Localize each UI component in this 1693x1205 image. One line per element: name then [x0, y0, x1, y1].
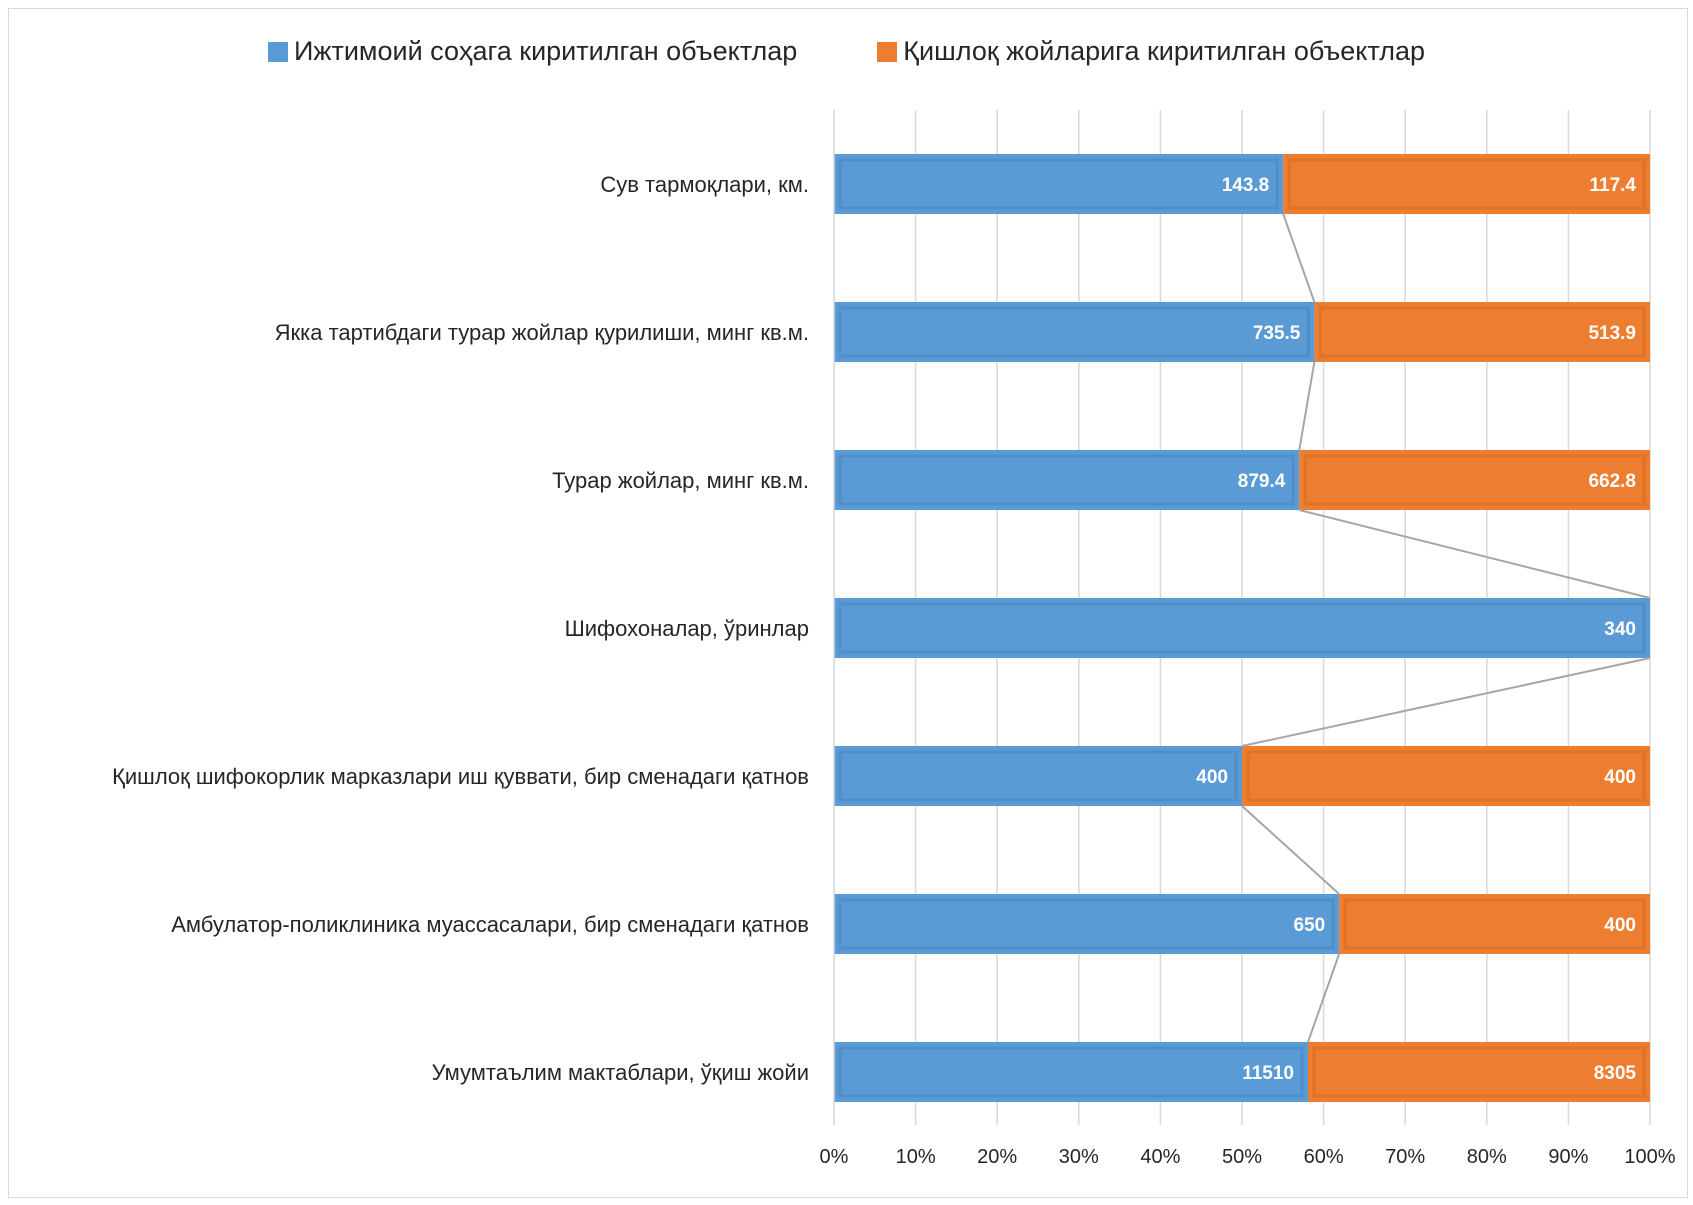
x-tick-label: 20%	[977, 1146, 1017, 1168]
bar-segment-rural	[1242, 746, 1650, 806]
legend-item-rural: Қишлоқ жойларига киритилган объектлар	[877, 36, 1425, 67]
bar-segment-social	[834, 154, 1284, 214]
series-line	[1241, 657, 1651, 747]
series-line	[1307, 953, 1341, 1043]
bar-inner-border-social	[838, 306, 1310, 358]
category-label: Сув тармоқлари, км.	[600, 172, 809, 197]
data-label-rural: 8305	[1594, 1063, 1637, 1084]
bar-segment-rural	[1314, 302, 1650, 362]
bar-inner-border-social	[838, 750, 1238, 802]
bar-segment-rural	[1283, 154, 1650, 214]
series-line	[1298, 361, 1316, 451]
series-line	[1282, 213, 1316, 303]
bar-inner-border-social	[838, 1046, 1304, 1098]
data-label-social: 11510	[1242, 1063, 1294, 1084]
bar-inner-border-rural	[1303, 454, 1646, 506]
legend-label-rural: Қишлоқ жойларига киритилган объектлар	[903, 36, 1425, 66]
x-tick-label: 60%	[1304, 1146, 1344, 1168]
legend-item-social: Ижтимоий соҳага киритилган объектлар	[268, 36, 797, 67]
data-label-social: 735.5	[1253, 323, 1301, 344]
category-label: Турар жойлар, минг кв.м.	[552, 468, 809, 493]
bar-segment-social	[834, 598, 1650, 658]
bar-inner-border-social	[838, 602, 1646, 654]
x-tick-label: 70%	[1385, 1146, 1425, 1168]
category-label: Умумтаълим мактаблари, ўқиш жойи	[432, 1060, 809, 1085]
x-tick-label: 10%	[896, 1146, 936, 1168]
x-tick-label: 90%	[1548, 1146, 1588, 1168]
data-label-rural: 117.4	[1590, 175, 1637, 196]
data-label-social: 879.4	[1238, 471, 1286, 492]
x-tick-label: 40%	[1140, 1146, 1180, 1168]
x-tick-label: 100%	[1624, 1146, 1675, 1168]
bar-segment-social	[834, 894, 1340, 954]
x-tick-label: 80%	[1467, 1146, 1507, 1168]
data-label-social: 143.8	[1222, 175, 1270, 196]
bar-inner-border-rural	[1343, 898, 1646, 950]
bar-segment-rural	[1339, 894, 1650, 954]
bar-segment-social	[834, 302, 1315, 362]
bar-segment-social	[834, 746, 1242, 806]
bar-segment-social	[834, 1042, 1308, 1102]
x-tick-label: 30%	[1059, 1146, 1099, 1168]
bar-inner-border-rural	[1318, 306, 1646, 358]
data-label-social: 340	[1604, 619, 1636, 640]
legend-swatch-rural	[877, 41, 898, 62]
series-line	[1241, 805, 1340, 895]
bar-segment-rural	[1307, 1042, 1650, 1102]
legend: Ижтимоий соҳага киритилган объектлар Қиш…	[0, 36, 1693, 67]
bar-inner-border-rural	[1246, 750, 1646, 802]
category-label: Қишлоқ шифокорлик марказлари иш қуввати,…	[112, 764, 809, 789]
data-label-rural: 400	[1604, 915, 1636, 936]
bar-segment-rural	[1299, 450, 1650, 510]
x-tick-label: 0%	[820, 1146, 849, 1168]
legend-label-social: Ижтимоий соҳага киритилган объектлар	[294, 36, 798, 66]
legend-swatch-social	[268, 41, 288, 62]
category-label: Шифохоналар, ўринлар	[565, 616, 809, 641]
bar-inner-border-rural	[1312, 1046, 1646, 1098]
series-line	[1299, 509, 1651, 599]
bar-segment-social	[834, 450, 1300, 510]
bar-inner-border-social	[838, 898, 1335, 950]
x-tick-label: 50%	[1222, 1146, 1262, 1168]
category-label: Амбулатор-поликлиника муассасалари, бир …	[171, 912, 809, 937]
data-label-rural: 662.8	[1588, 471, 1636, 492]
data-label-social: 400	[1196, 767, 1228, 788]
data-label-rural: 400	[1604, 767, 1636, 788]
data-label-social: 650	[1293, 915, 1325, 936]
category-label: Якка тартибдаги турар жойлар қурилиши, м…	[275, 320, 809, 345]
bar-inner-border-rural	[1287, 158, 1646, 210]
data-label-rural: 513.9	[1588, 323, 1636, 344]
bar-inner-border-social	[838, 454, 1295, 506]
bar-inner-border-social	[838, 158, 1279, 210]
